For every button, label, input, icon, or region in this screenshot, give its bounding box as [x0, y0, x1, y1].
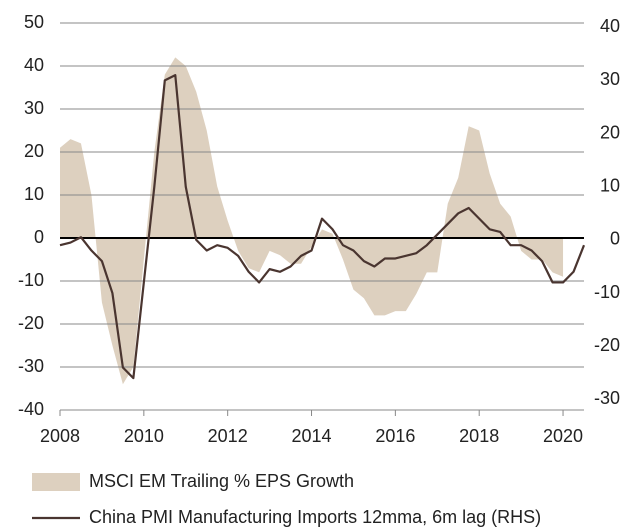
y2-tick-label: -30 [594, 388, 620, 408]
y2-tick-label: 40 [600, 16, 620, 36]
x-tick-label: 2016 [375, 426, 415, 446]
x-tick-label: 2020 [543, 426, 583, 446]
y2-tick-label: 20 [600, 122, 620, 142]
y-tick-label: -30 [18, 356, 44, 376]
legend-label: MSCI EM Trailing % EPS Growth [89, 471, 354, 491]
x-tick-label: 2018 [459, 426, 499, 446]
y2-tick-label: -10 [594, 282, 620, 302]
y-tick-label: 20 [24, 141, 44, 161]
y-tick-label: -40 [18, 399, 44, 419]
y-tick-label: 10 [24, 184, 44, 204]
legend-label: China PMI Manufacturing Imports 12mma, 6… [89, 507, 541, 527]
y2-tick-label: 30 [600, 69, 620, 89]
y-tick-label: 40 [24, 55, 44, 75]
y-tick-label: 30 [24, 98, 44, 118]
x-tick-label: 2014 [291, 426, 331, 446]
y2-tick-label: -20 [594, 335, 620, 355]
y2-tick-label: 0 [610, 229, 620, 249]
area [60, 57, 564, 385]
y-tick-label: 0 [34, 227, 44, 247]
x-tick-label: 2008 [40, 426, 80, 446]
y2-tick-label: 10 [600, 175, 620, 195]
legend-swatch [32, 473, 80, 491]
x-tick-label: 2012 [208, 426, 248, 446]
y-tick-label: 50 [24, 12, 44, 32]
x-tick-label: 2010 [124, 426, 164, 446]
line [59, 73, 586, 380]
y-tick-label: -20 [18, 313, 44, 333]
y-tick-label: -10 [18, 270, 44, 290]
